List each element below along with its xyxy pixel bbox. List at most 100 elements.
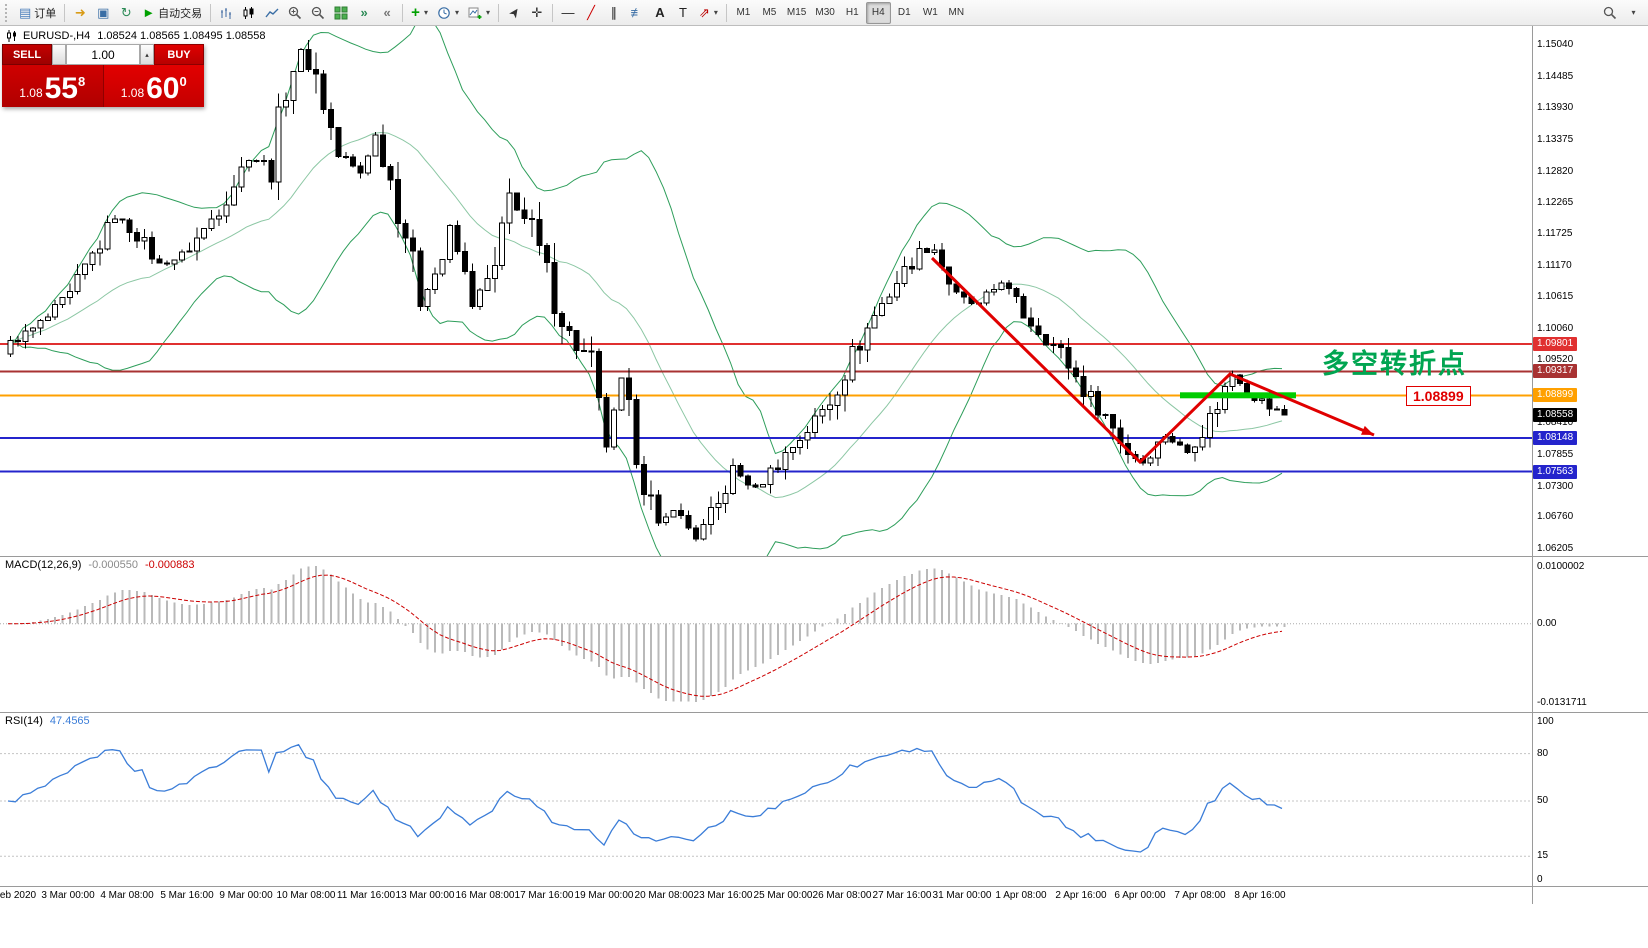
price-axis[interactable]: 1.15040 1.14485 1.13930 1.13375 1.12820 1.122… — [1532, 26, 1648, 904]
chart-shift-button[interactable]: « — [376, 2, 398, 24]
axis-label: 1.07300 — [1537, 481, 1574, 492]
market-watch-button[interactable]: ➜ — [69, 2, 91, 24]
text-button[interactable]: A — [649, 2, 671, 24]
rsi-name: RSI(14) — [5, 715, 43, 727]
candlestick-chart-icon — [243, 6, 254, 19]
macd-name: MACD(12,26,9) — [5, 559, 82, 571]
axis-label: 1.06760 — [1537, 511, 1574, 522]
axis-label: -0.0131711 — [1537, 697, 1587, 708]
new-order-icon: ▤ — [19, 5, 32, 20]
volume-input[interactable] — [66, 44, 140, 65]
horizontal-line-button[interactable]: — — [557, 2, 579, 24]
axis-label: 0 — [1537, 874, 1543, 885]
sell-price-pip: 8 — [78, 74, 86, 89]
timeframe-h1-button[interactable]: H1 — [840, 2, 865, 24]
one-click-trading-panel: SELL ▴ BUY 1.08 55 8 1.08 60 0 — [2, 44, 204, 107]
timeframe-mn-button[interactable]: MN — [944, 2, 969, 24]
auto-scroll-button[interactable]: » — [353, 2, 375, 24]
panel-divider[interactable] — [0, 886, 1648, 887]
time-axis-label: 27 Mar 16:00 — [872, 890, 932, 901]
ohlc-values: 1.08524 1.08565 1.08495 1.08558 — [97, 30, 266, 42]
buy-button[interactable]: BUY — [154, 44, 204, 65]
timeframe-w1-button[interactable]: W1 — [918, 2, 943, 24]
indicators-button[interactable]: + ▾ — [407, 2, 432, 24]
time-axis-label: 7 Apr 08:00 — [1174, 890, 1226, 901]
toolbar-separator — [497, 3, 499, 22]
timeframe-d1-button[interactable]: D1 — [892, 2, 917, 24]
arrows-tool-button[interactable]: ⇗ ▾ — [695, 2, 722, 24]
toolbar-separator — [210, 3, 212, 22]
chart-symbol-icon — [7, 30, 16, 42]
clock-icon — [438, 6, 450, 19]
periods-button[interactable]: ▾ — [433, 2, 463, 24]
new-order-button[interactable]: ▤ 订单 — [15, 2, 60, 24]
macd-indicator-plot[interactable] — [0, 556, 1532, 712]
cursor-icon: ➤ — [504, 3, 524, 22]
sell-price-prefix: 1.08 — [19, 86, 43, 100]
data-window-button[interactable]: ▣ — [92, 2, 114, 24]
axis-label: 0.00 — [1537, 618, 1557, 629]
zoom-out-button[interactable] — [307, 2, 329, 24]
navigator-icon: ↻ — [120, 5, 132, 20]
timeframe-h4-button[interactable]: H4 — [865, 1, 891, 24]
time-axis-label: 13 Mar 00:00 — [395, 890, 455, 901]
time-axis-label: 3 Mar 00:00 — [41, 890, 95, 901]
main-chart-plot[interactable] — [0, 26, 1532, 556]
price-axis-badge: 1.09317 — [1533, 364, 1578, 378]
bar-chart-icon — [221, 7, 232, 19]
timeframe-m15-button[interactable]: M15 — [783, 2, 810, 24]
price-axis-divider — [1532, 26, 1533, 904]
templates-button[interactable]: ▾ — [464, 2, 494, 24]
time-axis-label: 6 Apr 00:00 — [1114, 890, 1166, 901]
channel-button[interactable]: ∥ — [603, 2, 625, 24]
buy-price-big: 60 — [146, 72, 180, 106]
volume-up-button[interactable]: ▴ — [140, 44, 154, 65]
navigator-button[interactable]: ↻ — [115, 2, 137, 24]
tile-windows-button[interactable] — [330, 2, 352, 24]
bar-chart-button[interactable] — [215, 2, 237, 24]
macd-signal-value: -0.000883 — [144, 559, 195, 571]
time-axis-label: 11 Mar 16:00 — [336, 890, 396, 901]
crosshair-button[interactable]: ✛ — [526, 2, 548, 24]
sell-button[interactable]: SELL — [2, 44, 52, 65]
axis-label: 1.13375 — [1537, 134, 1574, 145]
auto-scroll-icon: » — [360, 5, 368, 20]
timeframe-m1-button[interactable]: M1 — [731, 2, 756, 24]
toolbar-grip[interactable] — [5, 3, 10, 22]
text-label-icon: T — [679, 5, 687, 20]
search-button[interactable] — [1599, 2, 1621, 24]
price-axis-badge: 1.08558 — [1533, 408, 1578, 422]
panel-divider[interactable] — [0, 556, 1648, 557]
toolbar-separator — [725, 3, 727, 22]
time-axis-label: 19 Mar 00:00 — [574, 890, 634, 901]
text-label-button[interactable]: T — [672, 2, 694, 24]
sell-price-display[interactable]: 1.08 55 8 — [2, 65, 104, 107]
autotrade-button[interactable]: ► 自动交易 — [138, 2, 206, 24]
buy-price-display[interactable]: 1.08 60 0 — [103, 65, 204, 107]
caret-down-icon: ▾ — [713, 8, 718, 17]
text-icon: A — [655, 5, 665, 20]
axis-label: 50 — [1537, 795, 1549, 806]
timeframe-m5-button[interactable]: M5 — [757, 2, 782, 24]
volume-down-button[interactable] — [52, 44, 66, 65]
arrow-tool-icon: ⇗ — [698, 5, 710, 20]
panel-divider[interactable] — [0, 712, 1648, 713]
market-watch-icon: ➜ — [74, 5, 86, 20]
fibonacci-button[interactable]: ≢ — [626, 2, 648, 24]
zoom-in-button[interactable] — [284, 2, 306, 24]
toolbar-more-button[interactable]: ▾ — [1622, 2, 1644, 24]
sell-price-big: 55 — [44, 72, 78, 106]
cursor-button[interactable]: ➤ — [503, 2, 525, 24]
caret-down-icon: ▾ — [485, 8, 490, 17]
price-axis-badge: 1.08899 — [1533, 388, 1578, 402]
line-chart-icon — [265, 8, 279, 17]
rsi-indicator-plot[interactable] — [0, 712, 1532, 886]
timeframe-m30-button[interactable]: M30 — [811, 2, 838, 24]
line-chart-button[interactable] — [261, 2, 283, 24]
chart-workspace: EURUSD-,H4 1.08524 1.08565 1.08495 1.085… — [0, 26, 1648, 948]
autotrade-play-icon: ► — [142, 5, 156, 20]
time-axis[interactable]: 28 Feb 2020 3 Mar 00:00 4 Mar 08:00 5 Mar 1… — [0, 887, 1532, 905]
candlestick-chart-button[interactable] — [238, 2, 260, 24]
trendline-button[interactable]: ╱ — [580, 2, 602, 24]
